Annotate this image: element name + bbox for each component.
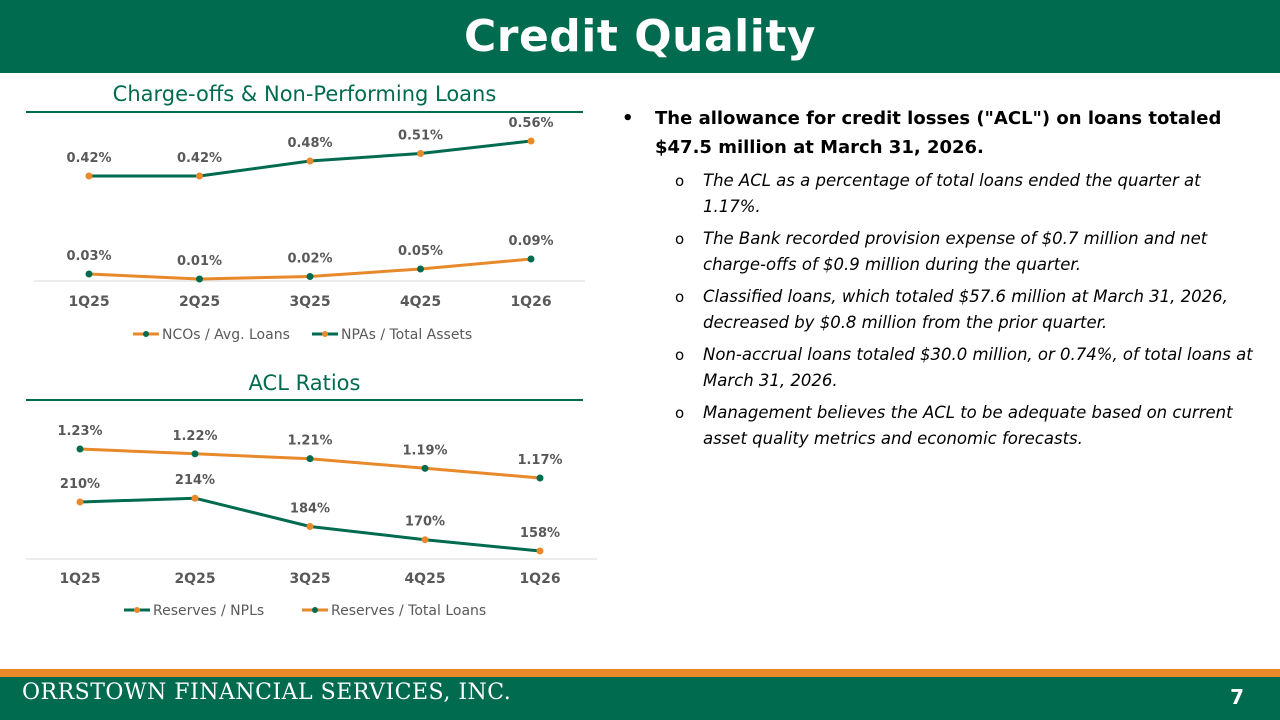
data-label: 210% [60,477,100,492]
bullet-dot-icon: • [622,108,634,129]
legend-marker [143,331,149,337]
sub-bullet-text: Classified loans, which totaled $57.6 mi… [703,287,1228,332]
circle-bullet-icon: o [675,230,685,248]
data-label: 0.09% [508,234,553,249]
chart-title-nco: Charge-offs & Non-Performing Loans [112,82,497,106]
data-label: 1.21% [287,434,332,449]
x-tick-label: 3Q25 [289,294,330,310]
company-logo: ORRSTOWN FINANCIAL SERVICES, INC. [22,680,512,705]
data-point [527,255,535,263]
nco-npa-line-chart: 1Q25 2Q25 3Q25 4Q25 1Q26 0.42% 0.42% 0.48% 0.51%… [34,116,585,343]
data-point [306,523,314,530]
footer-accent-stripe [0,669,1280,677]
footer-bar [0,677,1280,720]
data-point [85,172,93,180]
legend-marker [322,331,328,337]
data-label: 0.42% [177,151,222,166]
data-label: 0.02% [287,252,332,267]
legend-marker [312,607,318,613]
data-point [306,455,314,463]
x-tick-label: 3Q25 [289,571,330,587]
series-line-0 [79,447,541,480]
data-label: 1.19% [402,443,447,458]
sub-bullet: o The ACL as a percentage of total loans… [675,168,1262,220]
data-point [306,273,314,280]
data-label: 0.42% [66,151,111,166]
sub-bullet: o Classified loans, which totaled $57.6 … [675,284,1262,336]
data-label: 0.03% [66,249,111,264]
page-title: Credit Quality [463,11,817,62]
data-label: 214% [175,473,215,488]
acl-ratios-line-chart: 1Q25 2Q25 3Q25 4Q25 1Q26 1.23% 1.22% 1.21% 1.19%… [26,424,597,619]
x-tick-label: 2Q25 [179,294,220,310]
main-bullet-text: The allowance for credit losses ("ACL") … [655,108,1222,158]
main-bullet: • The allowance for credit losses ("ACL"… [622,104,1262,162]
legend-label: Reserves / Total Loans [331,603,486,619]
legend-label: NPAs / Total Assets [341,327,472,343]
x-tick-label: 1Q25 [59,571,100,587]
legend-label: NCOs / Avg. Loans [162,327,290,343]
chart-title-acl: ACL Ratios [248,371,361,395]
circle-bullet-icon: o [675,404,685,422]
data-point [76,445,84,453]
header-bar: Credit Quality [0,0,1280,73]
x-tick-label: 1Q26 [519,571,560,587]
x-tick-label: 1Q26 [510,294,551,310]
data-point [536,547,544,555]
data-label: 170% [405,515,445,530]
data-point [306,157,314,165]
data-point [417,150,424,157]
x-tick-label: 4Q25 [404,571,445,587]
data-label: 1.17% [517,453,562,468]
chart-title-rule [26,111,583,113]
chart-title-rule [26,399,583,401]
data-label: 0.56% [508,116,553,131]
data-point [527,137,535,145]
sub-bullet: o The Bank recorded provision expense of… [675,226,1262,278]
data-label: 0.48% [287,136,332,151]
legend-marker [134,607,140,613]
data-point [85,270,93,278]
sub-bullet-text: The Bank recorded provision expense of $… [703,229,1208,274]
data-point [421,536,429,544]
x-tick-label: 2Q25 [174,571,215,587]
x-tick-label: 4Q25 [400,294,441,310]
data-label: 0.01% [177,254,222,269]
sub-bullet: o Management believes the ACL to be adeq… [675,400,1262,452]
data-point [417,265,424,273]
data-point [536,474,544,482]
data-label: 1.23% [57,424,102,439]
data-point [191,450,199,458]
commentary: • The allowance for credit losses ("ACL"… [622,104,1262,452]
circle-bullet-icon: o [675,288,685,306]
sub-bullet-text: Non-accrual loans totaled $30.0 million,… [703,345,1253,390]
data-label: 0.51% [398,129,443,144]
data-point [196,172,203,180]
data-point [196,275,203,283]
page-number: 7 [1230,685,1244,709]
circle-bullet-icon: o [675,346,685,364]
data-label: 158% [520,526,560,541]
data-label: 0.05% [398,244,443,259]
sub-bullet-text: Management believes the ACL to be adequa… [703,403,1233,448]
data-point [76,498,84,506]
data-label: 184% [290,502,330,517]
data-point [191,494,199,502]
circle-bullet-icon: o [675,172,685,190]
data-label: 1.22% [172,429,217,444]
sub-bullet-text: The ACL as a percentage of total loans e… [703,171,1201,216]
legend-label: Reserves / NPLs [153,603,264,619]
sub-bullet: o Non-accrual loans totaled $30.0 millio… [675,342,1262,394]
data-point [421,464,429,472]
x-tick-label: 1Q25 [68,294,109,310]
